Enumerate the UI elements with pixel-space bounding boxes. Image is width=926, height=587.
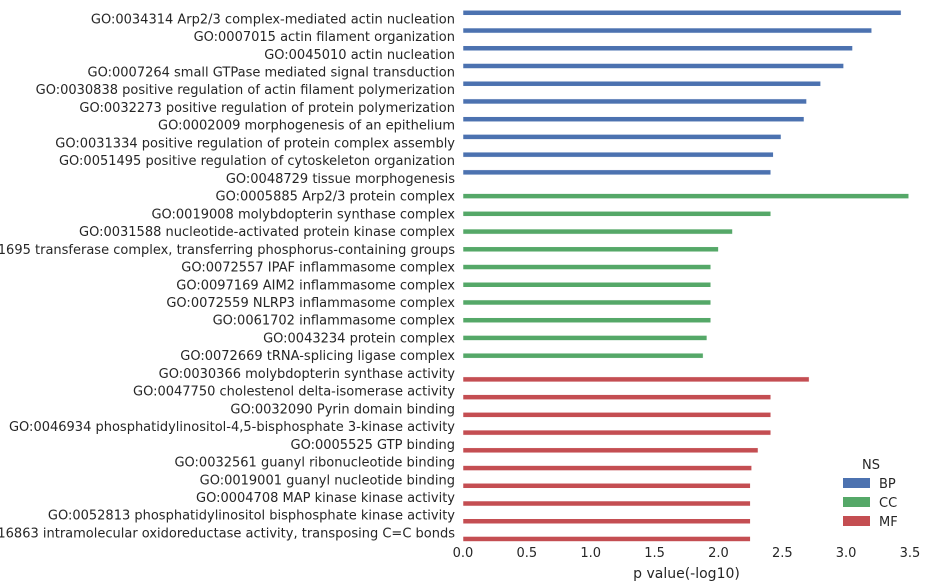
bar-bp — [462, 10, 902, 16]
category-label: GO:0043234 protein complex — [263, 331, 455, 346]
category-label: GO:0052813 phosphatidylinositol bisphosp… — [48, 509, 455, 524]
category-label: GO:0046934 phosphatidylinositol-4,5-bisp… — [9, 420, 455, 435]
category-label: GO:0030838 positive regulation of actin … — [36, 83, 455, 98]
bar-bp — [462, 151, 774, 158]
category-label: GO:0061695 transferase complex, transfer… — [0, 243, 455, 258]
bar-bp — [462, 27, 872, 34]
bar-bp — [462, 63, 844, 69]
legend: NS BP CC MF — [843, 458, 898, 530]
bar-mf — [462, 429, 772, 436]
x-axis-title: p value(-log10) — [633, 566, 740, 582]
legend-swatch-bp — [843, 478, 870, 488]
category-label: GO:0061702 inflammasome complex — [213, 314, 456, 329]
category-label: GO:0045010 actin nucleation — [264, 48, 455, 63]
x-tick-label: 1.5 — [644, 546, 665, 561]
bar-mf — [462, 536, 751, 542]
bar-cc — [462, 282, 712, 288]
bar-bp — [462, 169, 772, 176]
bar-bp — [462, 98, 807, 105]
bar-mf — [462, 500, 751, 507]
bar-cc — [462, 317, 712, 323]
category-label: GO:0004708 MAP kinase kinase activity — [196, 491, 455, 506]
bar-mf — [462, 483, 751, 489]
category-label: GO:0031588 nucleotide-activated protein … — [79, 225, 455, 240]
category-label: GO:0007264 small GTPase mediated signal … — [88, 65, 455, 80]
category-label: GO:0032561 guanyl ribonucleotide binding — [174, 456, 455, 471]
bar-mf — [462, 394, 772, 400]
bar-cc — [462, 352, 704, 359]
bar-cc — [462, 264, 712, 270]
bar-bp — [462, 116, 805, 122]
category-label: GO:0032090 Pyrin domain binding — [230, 402, 455, 417]
legend-swatch-mf — [843, 516, 870, 526]
x-tick-label: 2.5 — [772, 546, 793, 561]
category-label: GO:0051495 positive regulation of cytosk… — [59, 154, 455, 169]
bar-mf — [462, 465, 752, 471]
category-label: GO:0016863 intramolecular oxidoreductase… — [0, 526, 455, 541]
legend-label-cc: CC — [879, 496, 897, 511]
category-label: GO:0019008 molybdopterin synthase comple… — [151, 207, 455, 222]
bar-mf — [462, 447, 759, 454]
bar-cc — [462, 211, 772, 217]
category-label: GO:0048729 tissue morphogenesis — [226, 172, 455, 187]
category-label: GO:0030366 molybdopterin synthase activi… — [159, 367, 456, 382]
legend-title: NS — [862, 458, 880, 473]
category-label: GO:0005525 GTP binding — [291, 438, 455, 453]
bar-bp — [462, 80, 821, 87]
category-label: GO:0007015 actin filament organization — [194, 30, 455, 45]
legend-label-mf: MF — [879, 515, 898, 530]
bar-cc — [462, 193, 909, 199]
bar-mf — [462, 376, 810, 383]
bar-cc — [462, 335, 708, 341]
bar-cc — [462, 228, 733, 235]
category-label: GO:0032273 positive regulation of protei… — [79, 101, 455, 116]
bar-mf — [462, 412, 772, 418]
legend-swatch-cc — [843, 497, 870, 507]
category-label: GO:0097169 AIM2 inflammasome complex — [176, 278, 455, 293]
x-tick-label: 3.0 — [836, 546, 857, 561]
bar-cc — [462, 299, 712, 306]
legend-label-bp: BP — [879, 477, 896, 492]
bar-cc — [462, 246, 719, 253]
category-label: GO:0034314 Arp2/3 complex-mediated actin… — [91, 12, 455, 27]
bar-mf — [462, 518, 751, 524]
x-tick-label: 0.0 — [453, 546, 474, 561]
category-label: GO:0072557 IPAF inflammasome complex — [181, 261, 455, 276]
category-labels: GO:0034314 Arp2/3 complex-mediated actin… — [0, 12, 455, 541]
x-tick-label: 1.0 — [580, 546, 601, 561]
x-axis: 0.0 0.5 1.0 1.5 2.0 2.5 3.0 3.5 — [453, 546, 921, 561]
bars-layer — [462, 10, 909, 542]
x-tick-label: 2.0 — [708, 546, 729, 561]
x-tick-label: 0.5 — [517, 546, 538, 561]
category-label: GO:0019001 guanyl nucleotide binding — [200, 473, 455, 488]
category-label: GO:0031334 positive regulation of protei… — [55, 136, 455, 151]
bar-bp — [462, 134, 782, 140]
bar-bp — [462, 45, 853, 52]
category-label: GO:0005885 Arp2/3 protein complex — [216, 190, 456, 205]
legend-entries: BP CC MF — [843, 477, 898, 530]
category-label: GO:0047750 cholestenol delta-isomerase a… — [133, 385, 455, 400]
category-label: GO:0072669 tRNA-splicing ligase complex — [180, 349, 455, 364]
category-label: GO:0002009 morphogenesis of an epitheliu… — [158, 119, 455, 134]
x-tick-label: 3.5 — [900, 546, 921, 561]
category-label: GO:0072559 NLRP3 inflammasome complex — [166, 296, 455, 311]
